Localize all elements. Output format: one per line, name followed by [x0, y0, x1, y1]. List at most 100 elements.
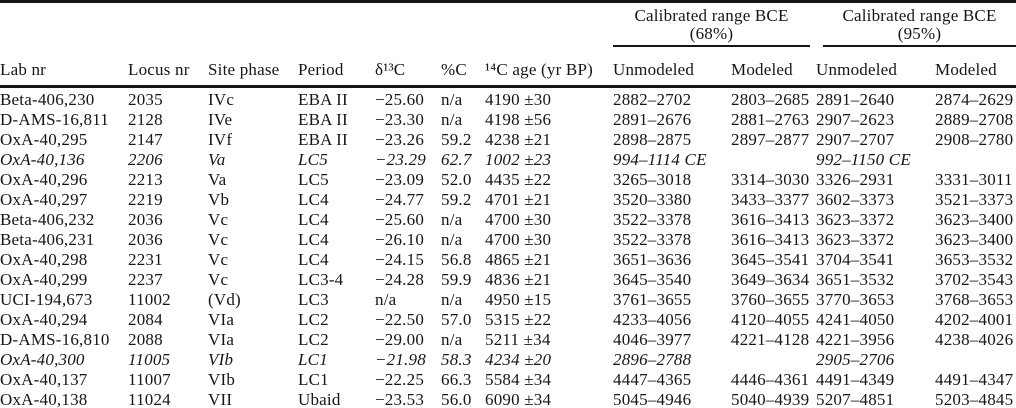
cell-delta13c: −24.77 [375, 190, 425, 209]
cell-site-phase: VIb [208, 370, 236, 389]
cell-unmodeled-68: 4046–3977 [613, 330, 692, 349]
cell-period: LC1 [298, 350, 328, 369]
cell-site-phase: Vc [208, 270, 229, 289]
cell-percent-c: n/a [441, 290, 463, 309]
cell-modeled-95 [935, 150, 1016, 170]
cell-c14-age: 4865 ±21 [485, 250, 552, 269]
group-header-row: Calibrated range BCE (68%) Calibrated ra… [0, 0, 1016, 49]
cell-site-phase: Vb [208, 190, 230, 209]
cell-modeled-68: 3616–3413 [731, 210, 810, 229]
cell-site-phase: Va [208, 170, 227, 189]
cell-unmodeled-95: 2907–2623 [816, 110, 895, 129]
group-header-95: Calibrated range BCE (95%) [816, 0, 1016, 49]
cell-locus-nr: 11007 [128, 370, 171, 389]
cell-unmodeled-68: 2891–2676 [613, 110, 692, 129]
cell-modeled-68: 4221–4128 [731, 330, 810, 349]
cell-modeled-95: 4202–4001 [935, 310, 1014, 329]
table-row: OxA-40,300 11005 VIb LC1 −21.98 58.3 4234 ±20 2… [0, 350, 1016, 370]
cell-delta13c: −23.30 [375, 110, 425, 129]
cell-percent-c: 59.9 [441, 270, 472, 289]
cell-modeled-68: 5040–4939 [731, 390, 816, 408]
cell-lab-nr: OxA-40,295 [0, 130, 88, 149]
cell-unmodeled-68: 3522–3378 [613, 210, 692, 229]
table-row: OxA-40,294 2084 VIa LC2 −22.50 57.0 5315 ±22 42… [0, 310, 1016, 330]
cell-modeled-68: 4120–4055 [731, 310, 810, 329]
cell-unmodeled-68: 3761–3655 [613, 290, 692, 309]
cell-locus-nr: 2036 [128, 230, 163, 249]
col-header-c14-age: ¹⁴C age (yr BP) [485, 49, 613, 88]
col-header-modeled-95: Modeled [935, 49, 1016, 88]
cell-locus-nr: 2231 [128, 250, 163, 269]
cell-period: EBA II [298, 110, 348, 129]
cell-percent-c: n/a [441, 330, 463, 349]
cell-locus-nr: 2213 [128, 170, 163, 189]
cell-percent-c: n/a [441, 90, 463, 109]
cell-period: Ubaid [298, 390, 375, 408]
col-header-modeled-68: Modeled [731, 49, 816, 88]
table-row: OxA-40,296 2213 Va LC5 −23.09 52.0 4435 ±22 326… [0, 170, 1016, 190]
group-header-95-title: Calibrated range BCE [842, 6, 997, 25]
cell-c14-age: 6090 ±34 [485, 390, 613, 408]
cell-unmodeled-95: 2905–2706 [816, 350, 895, 369]
cell-unmodeled-68: 4233–4056 [613, 310, 692, 329]
table-row: Beta-406,232 2036 Vc LC4 −25.60 n/a 4700 ±30 35… [0, 210, 1016, 230]
cell-delta13c: −24.28 [375, 270, 425, 289]
cell-modeled-68: 3314–3030 [731, 170, 810, 189]
group-header-68-title: Calibrated range BCE [634, 6, 789, 25]
cell-period: LC5 [298, 150, 328, 169]
col-header-delta13c: δ¹³C [375, 49, 441, 88]
cell-unmodeled-68: 3522–3378 [613, 230, 692, 249]
cell-unmodeled-68: 2882–2702 [613, 90, 692, 109]
cell-site-phase: Vc [208, 230, 229, 249]
cell-c14-age: 4701 ±21 [485, 190, 552, 209]
cell-locus-nr: 2088 [128, 330, 163, 349]
cell-modeled-95: 3702–3543 [935, 270, 1014, 289]
cell-delta13c: n/a [375, 290, 397, 309]
cell-lab-nr: OxA-40,296 [0, 170, 88, 189]
cell-period: LC4 [298, 230, 329, 249]
table-row: D-AMS-16,810 2088 VIa LC2 −29.00 n/a 5211 ±34 4… [0, 330, 1016, 350]
cell-period: LC4 [298, 250, 329, 269]
cell-unmodeled-95: 4241–4050 [816, 310, 895, 329]
cell-locus-nr: 2147 [128, 130, 163, 149]
cell-modeled-68: 3616–3413 [731, 230, 810, 249]
cell-percent-c: 59.2 [441, 130, 472, 149]
cell-c14-age: 5211 ±34 [485, 330, 551, 349]
table-row: Beta-406,230 2035 IVc EBA II −25.60 n/a 4190 ±… [0, 87, 1016, 111]
group-header-68-box: Calibrated range BCE (68%) [613, 4, 810, 47]
cell-unmodeled-95: 3704–3541 [816, 250, 895, 269]
col-header-percent-c: %C [441, 49, 485, 88]
cell-percent-c: 57.0 [441, 310, 472, 329]
cell-lab-nr: Beta-406,230 [0, 90, 95, 109]
cell-delta13c: −24.15 [375, 250, 425, 269]
cell-modeled-95: 4491–4347 [935, 370, 1014, 389]
col-header-lab-nr: Lab nr [0, 49, 128, 88]
cell-delta13c: −23.53 [375, 390, 441, 408]
cell-c14-age: 4435 ±22 [485, 170, 552, 189]
cell-modeled-95: 3623–3400 [935, 210, 1014, 229]
table-row: OxA-40,297 2219 Vb LC4 −24.77 59.2 4701 ±21 352… [0, 190, 1016, 210]
cell-unmodeled-68: 4447–4365 [613, 370, 692, 389]
cell-modeled-95: 2908–2780 [935, 130, 1014, 149]
cell-c14-age: 4198 ±56 [485, 110, 552, 129]
cell-locus-nr: 11002 [128, 290, 171, 309]
cell-lab-nr: OxA-40,294 [0, 310, 88, 329]
cell-unmodeled-68: 2896–2788 [613, 350, 692, 369]
cell-c14-age: 4700 ±30 [485, 230, 552, 249]
cell-unmodeled-68: 3265–3018 [613, 170, 692, 189]
cell-modeled-68 [731, 350, 816, 370]
cell-unmodeled-68: 3651–3636 [613, 250, 692, 269]
table-row: OxA-40,299 2237 Vc LC3-4 −24.28 59.9 4836 ±21 3… [0, 270, 1016, 290]
cell-site-phase: VIa [208, 330, 235, 349]
cell-unmodeled-95: 3770–3653 [816, 290, 895, 309]
cell-lab-nr: OxA-40,298 [0, 250, 88, 269]
cell-locus-nr: 11024 [128, 390, 208, 408]
cell-locus-nr: 2128 [128, 110, 163, 129]
cell-c14-age: 5584 ±34 [485, 370, 552, 389]
cell-site-phase: VIb [208, 350, 234, 369]
cell-locus-nr: 2035 [128, 90, 163, 109]
cell-modeled-68: 2897–2877 [731, 130, 810, 149]
cell-modeled-95: 3331–3011 [935, 170, 1013, 189]
cell-modeled-68 [731, 150, 816, 170]
